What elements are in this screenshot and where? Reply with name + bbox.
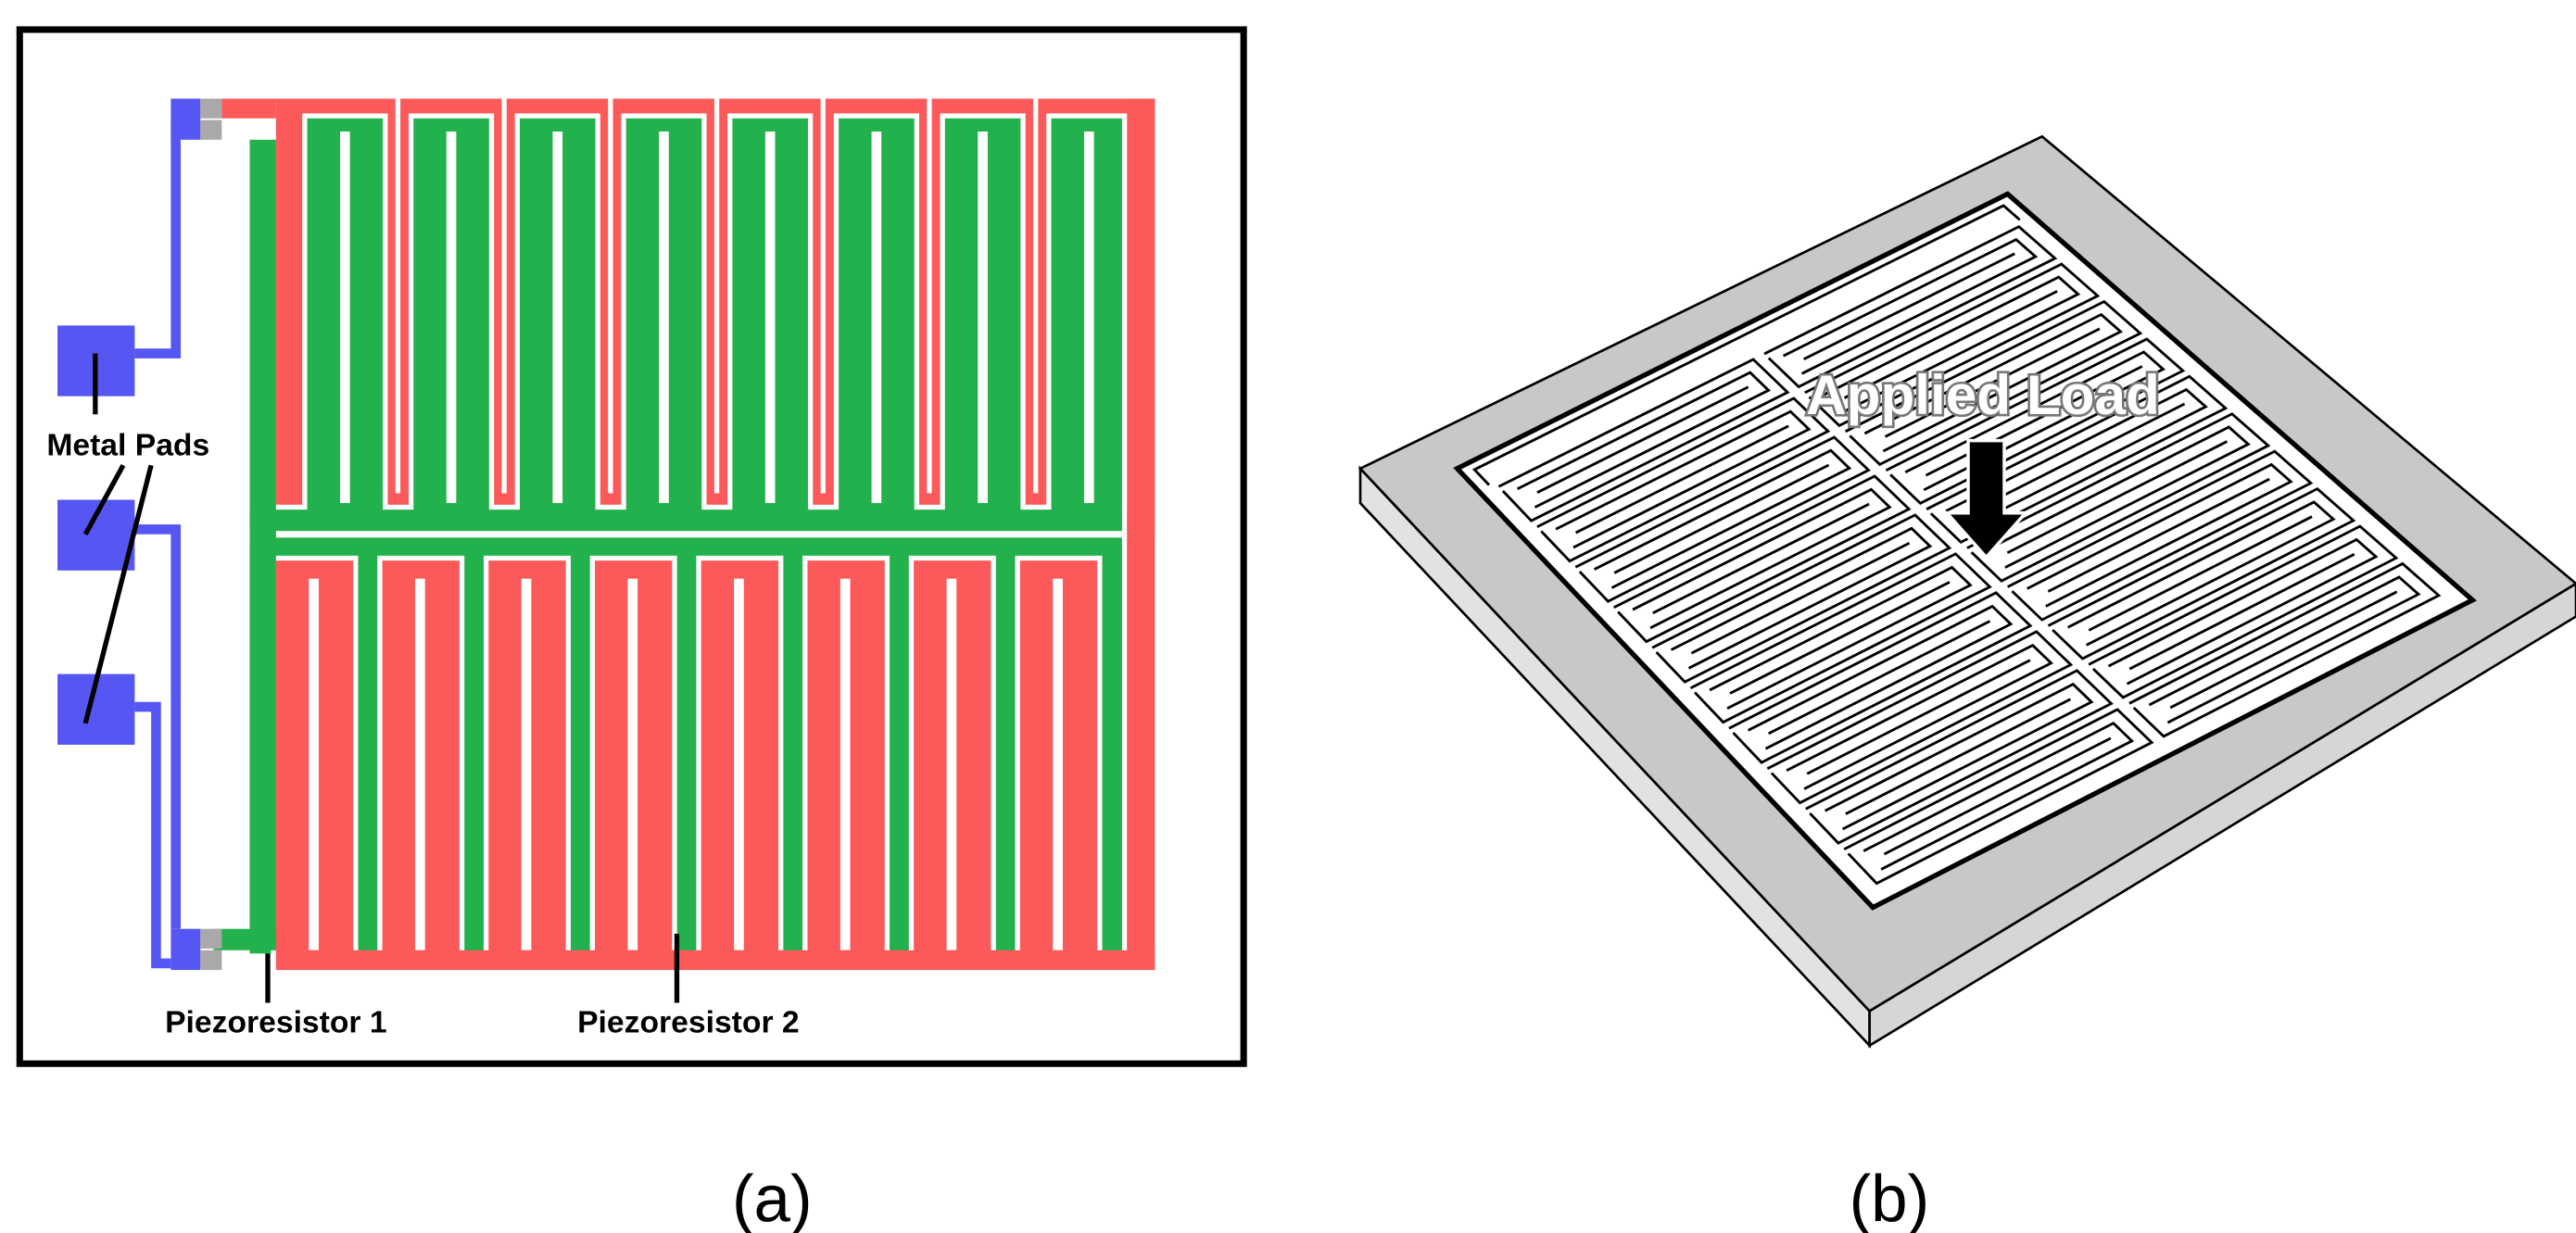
trace-gap [872,132,882,503]
trace-gap [396,98,400,493]
piezoresistor-2-trace [213,929,275,950]
trace-gap [1033,98,1038,493]
trace-gap [627,579,638,950]
piezoresistor-2-trace [249,510,1127,531]
trace-gap [947,579,957,950]
trace-gap [1122,119,1127,950]
trace-gap [734,579,744,950]
trace-gap [522,579,532,950]
applied-load-label: Applied Load [1806,363,2160,426]
trace-gap [309,579,319,950]
trace-gap [821,98,826,493]
trace-gap [927,98,931,493]
trace-gap [1084,132,1094,503]
piezoresistor-2-label: Piezoresistor 2 [577,1004,800,1039]
piezoresistor-1-trace [1127,98,1155,970]
trace-gap [340,132,350,503]
trace-gap [552,132,562,503]
trace-gap [978,132,988,503]
contact [170,929,200,970]
trace-gap [608,98,612,493]
trace-gap [1053,579,1063,950]
trace-gap [501,98,506,493]
via [200,120,221,140]
piezoresistor-2-trace [249,140,275,950]
trace-gap [840,579,851,950]
metal-pads-label: Metal Pads [46,428,209,463]
page: {"panel_a": {"labels": {"metal_pads": "M… [0,0,2576,1233]
trace-gap [765,132,776,503]
trace-gap [714,98,719,493]
panel-b: Applied Load (b) [1360,136,2576,1233]
trace-gap [415,579,425,950]
panel-a: Metal Pads Piezoresistor 1 Piezoresistor… [19,30,1244,1233]
caption-a: (a) [732,1164,813,1233]
piezoresistor-1-trace [276,950,1155,970]
via [200,929,221,949]
trace-gap [659,132,669,503]
via [200,950,221,970]
figure: Metal Pads Piezoresistor 1 Piezoresistor… [0,0,2576,1233]
trace-gap [447,132,457,503]
piezoresistor-1-trace [221,98,276,118]
piezoresistor-1-label: Piezoresistor 1 [165,1004,387,1039]
via [200,98,221,118]
caption-b: (b) [1850,1164,1930,1233]
